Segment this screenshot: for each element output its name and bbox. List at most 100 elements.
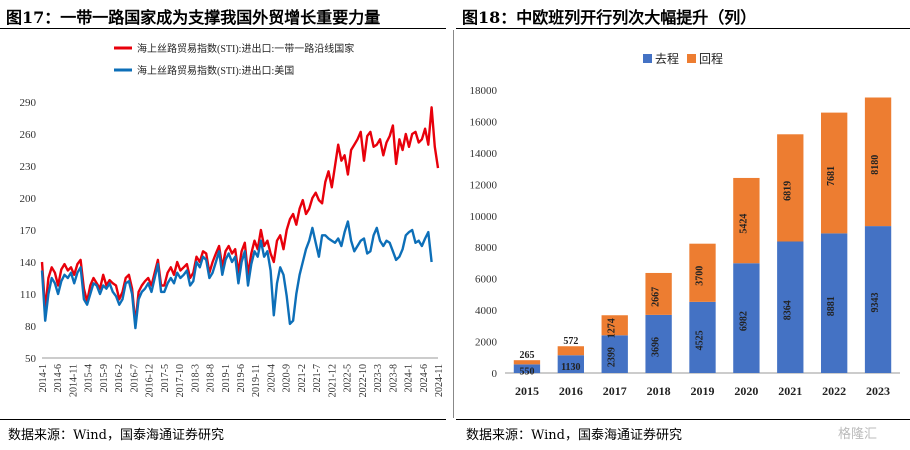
x-tick-label: 2014-1 [38,364,49,392]
y-tick-label: 16000 [470,116,498,128]
bar-return [821,112,848,234]
x-tick-label: 2019 [691,384,715,398]
x-tick-label: 2020 [734,384,758,398]
bar-return [864,97,892,227]
y-tick-label: 80 [25,321,37,333]
bar-return [689,243,716,302]
bar-chart: 0 2000 4000 6000 8000 10000 12000 14000 16000 180… [470,51,900,398]
data-label-return: 1274 [607,318,618,338]
title-divider-right [456,28,910,29]
x-tick-label: 2020-4 [266,364,277,392]
bar-outbound [513,364,541,373]
data-label-return: 572 [563,336,578,347]
bar-outbound [777,241,804,373]
left-source-note: 数据来源：Wind，国泰海通证券研究 [8,428,224,443]
y-tick-label: 18000 [470,85,498,97]
watermark-logo: 格隆汇 [838,427,878,442]
x-tick-label: 2016-12 [145,364,156,397]
x-tick-label: 2023-8 [388,364,399,392]
data-label-outbound: 2399 [607,347,618,367]
x-tick-label: 2022-5 [343,364,354,392]
x-tick-label: 2015-9 [99,364,110,392]
x-tick-label: 2014-11 [68,364,79,397]
bar-outbound [645,314,672,373]
bar-outbound [689,301,716,373]
x-tick-label: 2015-4 [84,364,95,392]
y-tick-label: 6000 [475,274,498,286]
x-tick-label: 2019-11 [251,364,262,397]
bar-outbound [557,355,584,373]
x-tick-label: 2024-6 [419,364,430,392]
y-tick-label: 260 [20,129,37,141]
source-divider-left [0,419,446,420]
bar-outbound [821,233,848,373]
data-label-outbound: 6982 [738,311,749,331]
data-label-return: 265 [519,350,534,361]
source-divider-right [456,419,910,420]
data-label-return: 8180 [870,155,881,175]
right-chart-title: 图18：中欧班列开行列次大幅提升（列） [462,8,757,27]
y-tick-label: 4000 [475,305,498,317]
x-tick-label: 2017 [603,384,627,398]
x-tick-label: 2023-3 [373,364,384,392]
series-line-usa [40,220,433,330]
y-tick-label: 8000 [475,242,498,254]
x-tick-label: 2021-12 [327,364,338,397]
legend-swatch-outbound [643,54,652,63]
right-source-note: 数据来源：Wind，国泰海通证券研究 [466,428,682,443]
x-tick-label: 2023 [866,384,890,398]
y-tick-label: 0 [492,368,498,380]
x-tick-label: 2016 [559,384,583,398]
x-tick-label: 2024-1 [404,364,415,392]
x-tick-label: 2015 [515,384,539,398]
bar-outbound [601,335,628,373]
left-chart-title: 图17：一带一路国家成为支撑我国外贸增长重要力量 [6,8,381,27]
legend-swatch-return [687,54,696,63]
panel-divider [453,30,454,418]
y-tick-label: 50 [25,353,37,365]
bar-outbound [864,226,892,373]
data-label-return: 3700 [695,266,706,286]
data-label-return: 5424 [738,214,749,234]
data-label-return: 6819 [782,181,793,201]
x-tick-label: 2016-2 [114,364,125,392]
y-tick-label: 230 [20,161,37,173]
x-tick-label: 2019-6 [236,364,247,392]
y-tick-label: 10000 [470,211,498,223]
legend-label-usa: 海上丝路贸易指数(STI):进出口:美国 [137,64,294,77]
bar-return [733,177,760,264]
x-tick-label: 2021-7 [312,364,323,392]
data-label-outbound: 9343 [870,293,881,313]
data-label-return: 2667 [651,287,662,307]
x-tick-label: 2022-10 [358,364,369,397]
x-tick-label: 2017-5 [160,364,171,392]
data-label-outbound: 8881 [826,296,837,316]
bar-return [557,346,584,356]
x-tick-label: 2024-11 [434,364,445,397]
y-tick-label: 290 [20,97,37,109]
x-tick-label: 2016-7 [129,364,140,392]
x-tick-label: 2020-9 [282,364,293,392]
data-label-outbound: 1130 [561,362,580,373]
legend-label-belt-road: 海上丝路贸易指数(STI):进出口:一带一路沿线国家 [137,42,354,55]
y-tick-label: 110 [20,289,37,301]
x-tick-label: 2021 [778,384,802,398]
data-label-outbound: 3696 [651,337,662,357]
bar-return [513,360,541,365]
y-tick-label: 2000 [475,337,498,349]
legend-label-outbound: 去程 [655,51,679,66]
bar-return [601,315,628,336]
y-tick-label: 140 [20,257,37,269]
x-tick-label: 2018 [647,384,671,398]
legend-label-return: 回程 [699,51,723,66]
x-tick-label: 2018-3 [190,364,201,392]
y-tick-label: 200 [20,193,37,205]
x-tick-label: 2017-10 [175,364,186,397]
bar-outbound [733,263,760,373]
bar-return [777,134,804,242]
bar-return [645,272,672,315]
x-tick-label: 2018-8 [206,364,217,392]
line-chart: 50 80 110 140 170 200 230 260 290 2014-1 2014-6 201… [20,42,446,397]
data-label-return: 7681 [826,166,837,186]
x-tick-label: 2019-1 [221,364,232,392]
